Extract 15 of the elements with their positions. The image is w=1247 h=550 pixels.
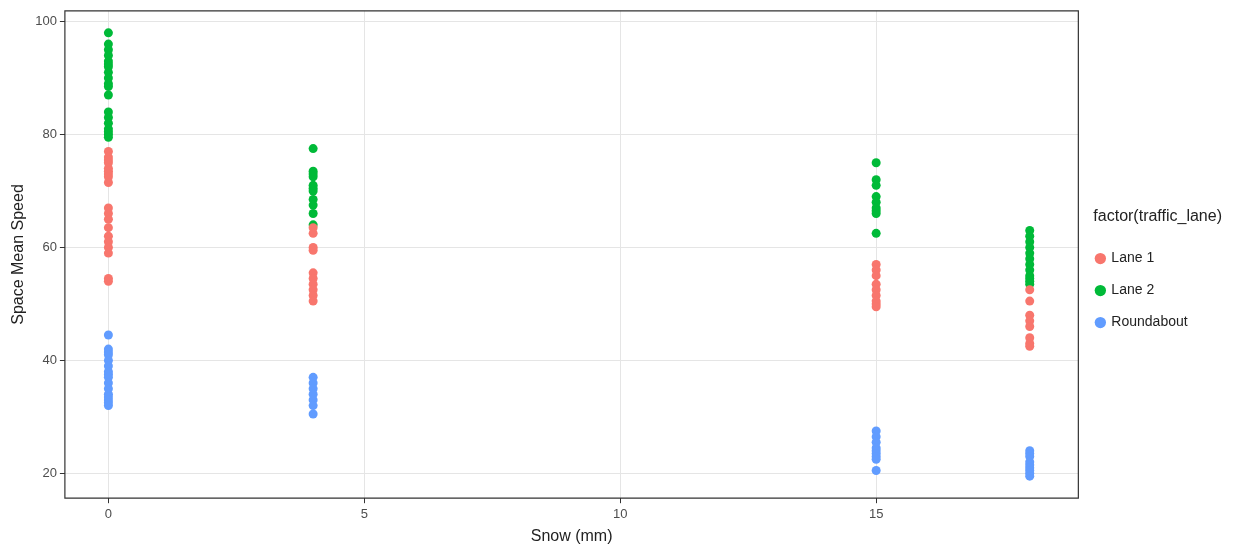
x-tick-label: 15	[868, 505, 884, 521]
legend-label: Roundabout	[1111, 313, 1188, 330]
legend-label: Lane 2	[1111, 281, 1155, 298]
legend-label: Lane 1	[1111, 249, 1155, 266]
x-tick-label: 5	[360, 505, 368, 521]
y-tick-label: 100	[35, 13, 57, 29]
y-tick-label: 80	[42, 126, 57, 142]
y-tick-label: 20	[42, 464, 57, 480]
x-tick-label: 10	[613, 505, 628, 521]
y-tick-label: 60	[42, 239, 57, 255]
y-axis-title: Space Mean Speed	[9, 184, 27, 325]
legend-title: factor(traffic_lane)	[1093, 206, 1222, 225]
x-tick-label: 0	[104, 505, 113, 521]
x-axis-title: Snow (mm)	[530, 526, 613, 544]
y-tick-label: 40	[42, 351, 57, 367]
